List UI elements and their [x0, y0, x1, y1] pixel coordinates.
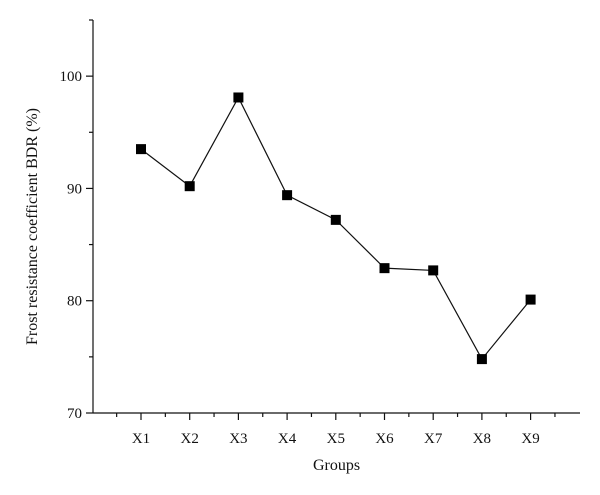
x-axis-title: Groups — [313, 457, 360, 474]
y-tick-label: 70 — [67, 406, 82, 422]
x-tick-label: X7 — [424, 431, 443, 447]
x-tick-label: X2 — [181, 431, 199, 447]
x-tick-label: X5 — [327, 431, 345, 447]
data-point — [136, 144, 146, 155]
data-point — [184, 181, 195, 192]
x-tick-label: X4 — [278, 431, 297, 447]
data-point — [233, 92, 244, 103]
y-tick-label: 90 — [67, 181, 82, 197]
data-point — [525, 294, 536, 305]
data-point — [282, 190, 293, 201]
y-tick-label: 80 — [67, 294, 82, 310]
ticks: 70 80 90 100 X1 X2 X3 X4 X5 X6 X7 X8 X9 — [60, 19, 556, 447]
series — [136, 92, 536, 365]
data-point — [379, 263, 390, 274]
axes — [92, 20, 580, 414]
x-tick-label: X3 — [229, 431, 247, 447]
data-point — [476, 354, 487, 365]
x-tick-label: X8 — [473, 431, 491, 447]
x-tick-label: X6 — [375, 431, 394, 447]
data-point — [428, 265, 439, 276]
series-line — [140, 96, 532, 361]
y-tick-label: 100 — [60, 69, 83, 85]
x-tick-label: X9 — [521, 431, 539, 447]
y-axis-title: Frost resistance coefficient BDR (%) — [24, 108, 41, 345]
x-tick-label: X1 — [132, 431, 150, 447]
data-point — [330, 214, 341, 225]
